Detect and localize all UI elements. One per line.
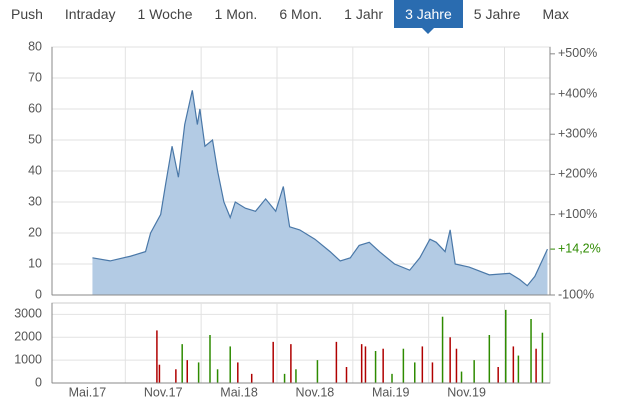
x-tick-label: Nov.18 — [296, 385, 335, 399]
volume-bar — [186, 360, 188, 383]
volume-bar — [158, 364, 161, 383]
x-tick-label: Nov.19 — [447, 385, 486, 399]
y2-tick-label: -100% — [558, 287, 594, 301]
y-tick-label: 0 — [35, 375, 42, 389]
volume-bar — [530, 319, 532, 383]
y-tick-label: 60 — [28, 101, 42, 115]
y2-tick-label: +400% — [558, 86, 597, 100]
volume-bar — [181, 344, 183, 383]
volume-bar — [382, 348, 384, 383]
volume-bar — [335, 341, 338, 383]
y2-tick-label: +200% — [558, 167, 597, 181]
range-tab[interactable]: 1 Mon. — [214, 6, 258, 22]
plot-frame — [51, 302, 551, 384]
volume-bar — [541, 332, 544, 383]
volume-bar — [441, 316, 444, 383]
volume-bar — [497, 367, 499, 383]
volume-bar — [505, 309, 507, 383]
volume-bar — [374, 351, 377, 383]
range-tab[interactable]: 1 Jahr — [344, 6, 384, 22]
volume-bar — [517, 355, 520, 383]
price-line — [92, 90, 549, 287]
volume-bar — [209, 335, 211, 383]
x-tick-label: Mai.19 — [372, 385, 410, 399]
volume-bar — [250, 373, 253, 383]
volume-bar — [360, 344, 363, 383]
range-tab[interactable]: 6 Mon. — [279, 6, 323, 22]
y-tick-label: 80 — [28, 39, 42, 53]
y-tick-label: 2000 — [14, 330, 42, 344]
y-tick-label: 10 — [28, 256, 42, 270]
volume-bar — [197, 362, 200, 383]
volume-bar — [283, 373, 286, 383]
volume-bar — [535, 348, 537, 383]
volume-bar — [364, 346, 367, 383]
volume-bar — [237, 362, 239, 383]
range-tab[interactable]: Push — [11, 6, 43, 22]
y-tick-label: 0 — [35, 287, 42, 301]
volume-bar — [421, 346, 424, 383]
volume-bar — [488, 335, 491, 383]
volume-bar — [402, 348, 405, 383]
volume-bar — [414, 362, 416, 383]
volume-bar — [449, 337, 451, 383]
x-tick-label: Mai.18 — [220, 385, 258, 399]
volume-bar — [345, 367, 348, 383]
y2-tick-label: +500% — [558, 46, 597, 60]
y-tick-label: 3000 — [14, 307, 42, 321]
range-tab[interactable]: Intraday — [64, 6, 116, 22]
y2-tick-label: +100% — [558, 207, 597, 221]
x-tick-label: Mai.17 — [69, 385, 107, 399]
range-tab[interactable]: 5 Jahre — [473, 6, 521, 22]
volume-bar — [460, 371, 463, 383]
y-tick-label: 30 — [28, 194, 42, 208]
range-tabs: Push Intraday 1 Woche 1 Mon. 6 Mon. 1 Jahr 3 J… — [0, 0, 580, 34]
volume-bar — [175, 369, 177, 383]
volume-bar — [290, 344, 292, 383]
volume-bar — [455, 348, 458, 383]
volume-bar — [216, 369, 219, 383]
y-tick-label: 20 — [28, 225, 42, 239]
y-tick-label: 40 — [28, 163, 42, 177]
x-tick-label: Nov.17 — [144, 385, 183, 399]
volume-bar — [295, 369, 297, 383]
volume-bar — [431, 362, 434, 383]
range-tab[interactable]: 3 Jahre — [394, 0, 463, 34]
volume-bar — [316, 360, 319, 383]
volume-bar — [156, 330, 158, 383]
volume-bar — [391, 373, 393, 383]
y-tick-label: 1000 — [14, 352, 42, 366]
volume-bar — [512, 346, 515, 383]
range-tab[interactable]: 1 Woche — [137, 6, 193, 22]
volume-bar — [229, 346, 231, 383]
y-tick-label: 50 — [28, 132, 42, 146]
volume-bar — [473, 360, 475, 383]
price-area — [92, 90, 548, 296]
volume-bar — [272, 341, 274, 383]
range-tab[interactable]: Max — [542, 6, 569, 22]
y2-tick-label: +300% — [558, 127, 597, 141]
y-tick-label: 70 — [28, 70, 42, 84]
last-change-label: +14,2% — [558, 241, 601, 255]
